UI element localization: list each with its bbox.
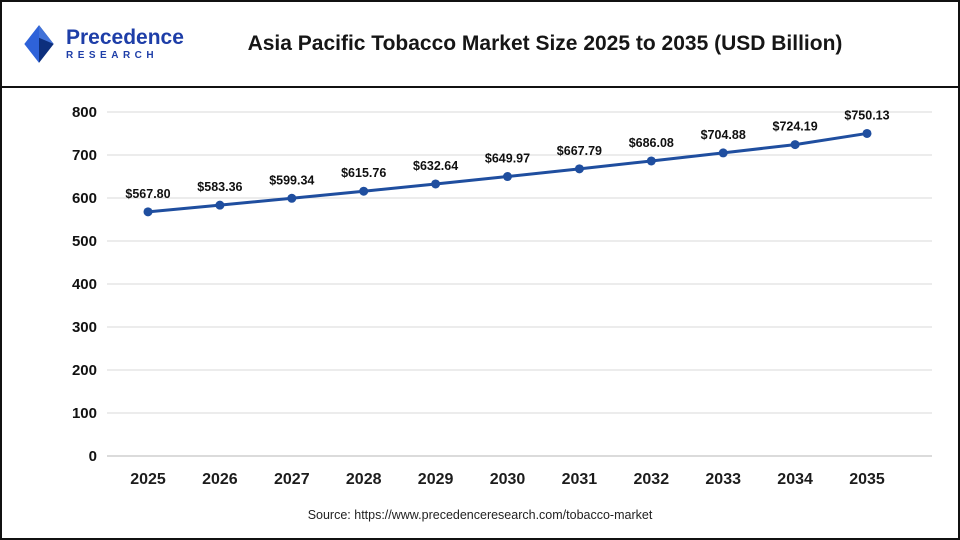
- data-point: [862, 128, 872, 138]
- x-tick-label: 2031: [562, 471, 598, 488]
- y-tick-label: 500: [72, 233, 97, 250]
- data-label: $704.88: [701, 128, 746, 142]
- brand-logo: Precedence RESEARCH: [20, 23, 210, 65]
- data-point: [287, 193, 297, 203]
- data-label: $615.76: [341, 166, 386, 180]
- y-tick-label: 300: [72, 319, 97, 336]
- x-tick-label: 2026: [202, 471, 238, 488]
- data-label: $686.08: [629, 136, 674, 150]
- data-point: [431, 179, 441, 189]
- data-label: $567.80: [125, 187, 170, 201]
- x-tick-label: 2028: [346, 471, 382, 488]
- data-label: $583.36: [197, 180, 242, 194]
- data-label: $649.97: [485, 152, 530, 166]
- x-tick-label: 2033: [705, 471, 741, 488]
- logo-subtitle: RESEARCH: [66, 49, 159, 61]
- y-tick-label: 400: [72, 276, 97, 293]
- chart-area: 0 100 200 300 400 500 600 700 800 $567.80 2025 $583…: [2, 88, 958, 506]
- y-tick-label: 800: [72, 104, 97, 121]
- y-tick-label: 600: [72, 190, 97, 207]
- header: Precedence RESEARCH Asia Pacific Tobacco…: [2, 2, 958, 88]
- logo-text: Precedence RESEARCH: [66, 25, 184, 62]
- data-label: $632.64: [413, 159, 458, 173]
- y-tick-label: 700: [72, 147, 97, 164]
- x-tick-label: 2027: [274, 471, 310, 488]
- logo-wordmark: Precedence: [66, 25, 184, 49]
- data-point: [646, 156, 656, 166]
- data-label: $599.34: [269, 173, 314, 187]
- x-tick-label: 2030: [490, 471, 526, 488]
- x-tick-label: 2032: [634, 471, 670, 488]
- y-tick-label: 200: [72, 362, 97, 379]
- data-point: [143, 207, 153, 217]
- data-point: [215, 200, 225, 210]
- data-label: $750.13: [844, 108, 889, 122]
- data-label: $667.79: [557, 144, 602, 158]
- data-point: [359, 186, 369, 196]
- source-text: Source: https://www.precedenceresearch.c…: [307, 508, 653, 522]
- page-title: Asia Pacific Tobacco Market Size 2025 to…: [247, 32, 843, 55]
- title-wrap: Asia Pacific Tobacco Market Size 2025 to…: [210, 32, 940, 56]
- data-point: [503, 172, 512, 182]
- line-chart: 0 100 200 300 400 500 600 700 800 $567.80 2025 $583…: [72, 104, 932, 488]
- x-tick-label: 2035: [849, 471, 885, 488]
- data-label: $724.19: [773, 120, 818, 134]
- x-tick-label: 2029: [418, 471, 454, 488]
- data-point: [718, 148, 728, 158]
- x-tick-label: 2025: [130, 471, 166, 488]
- footer: Source: https://www.precedenceresearch.c…: [2, 506, 958, 538]
- x-tick-label: 2034: [777, 471, 813, 488]
- precedence-logo-icon: [24, 25, 54, 63]
- y-tick-label: 0: [89, 448, 97, 465]
- y-tick-label: 100: [72, 405, 97, 422]
- data-point: [574, 164, 584, 174]
- data-point: [790, 140, 800, 150]
